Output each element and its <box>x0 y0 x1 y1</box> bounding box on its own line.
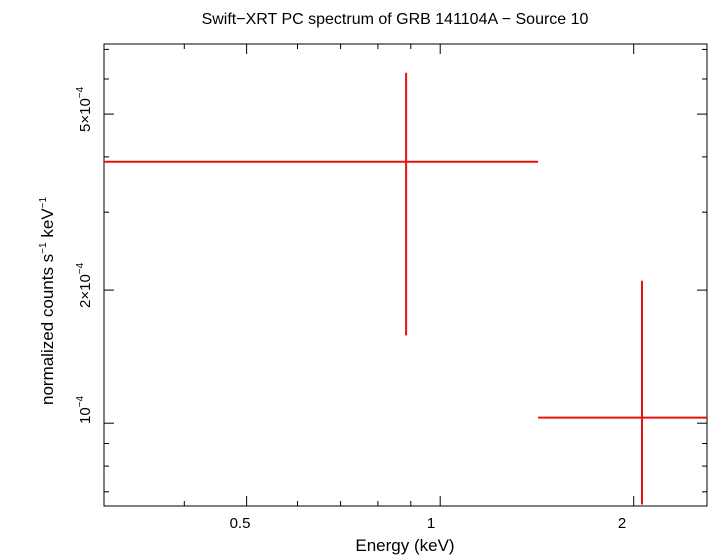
x-axis-label: Energy (keV) <box>355 536 454 555</box>
y-tick-label-1e-4: 10−4 <box>75 395 94 424</box>
y-axis-label-mid: keV <box>38 208 57 243</box>
y-tick-label-1e-4-exp: −4 <box>75 395 86 407</box>
y-tick-label-2e-4-mantissa: 2×10 <box>77 274 94 308</box>
data-point-1 <box>104 72 539 336</box>
y-tick-label-5e-4-exp: −4 <box>75 86 86 98</box>
x-tick-label-0-5: 0.5 <box>230 515 251 532</box>
y-axis-label-exp-1: −1 <box>38 242 49 254</box>
y-axis-label-prefix: normalized counts s <box>38 254 57 405</box>
y-tick-label-2e-4: 2×10−4 <box>75 262 94 308</box>
y-tick-label-1e-4-mantissa: 10 <box>77 407 94 424</box>
x-axis-ticks <box>103 44 635 506</box>
x-tick-label-2: 2 <box>618 515 626 532</box>
y-tick-label-2e-4-exp: −4 <box>75 262 86 274</box>
data-point-2 <box>538 280 707 505</box>
y-axis-label-exp-2: −1 <box>38 197 49 209</box>
chart-title: Swift−XRT PC spectrum of GRB 141104A − S… <box>202 11 589 28</box>
y-axis-label: normalized counts s−1 keV−1 <box>38 197 57 405</box>
y-tick-label-5e-4-mantissa: 5×10 <box>77 98 94 132</box>
data-series <box>104 72 707 505</box>
x-tick-label-1: 1 <box>427 515 435 532</box>
y-tick-label-5e-4: 5×10−4 <box>75 86 94 132</box>
y-axis-ticks <box>104 48 707 493</box>
plot-frame <box>103 43 708 507</box>
